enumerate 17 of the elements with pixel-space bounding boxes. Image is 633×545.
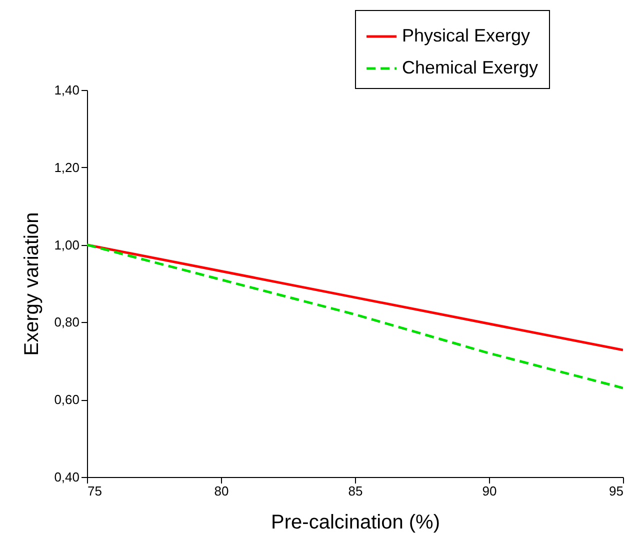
line-series [87,244,623,390]
x-tick-label: 90 [482,484,497,498]
y-tick-label: 1,40 [54,82,80,98]
line-series [87,244,623,352]
y-tick-label: 1,20 [54,160,80,175]
y-tick-label: 0,40 [54,470,80,484]
legend-label: Physical Exergy [402,26,530,46]
x-tick-label: 80 [214,484,229,498]
legend-label: Chemical Exergy [402,58,538,78]
y-axis-title: Exergy variation [21,212,44,356]
y-tick-label: 1,00 [54,237,80,252]
x-tick-label: 95 [609,484,624,498]
x-tick-label: 75 [88,484,102,498]
x-axis-title: Pre-calcination (%) [271,512,440,534]
x-tick-label: 85 [348,484,363,498]
y-tick-label: 0,60 [54,392,80,408]
y-tick-label: 0,80 [54,314,80,330]
